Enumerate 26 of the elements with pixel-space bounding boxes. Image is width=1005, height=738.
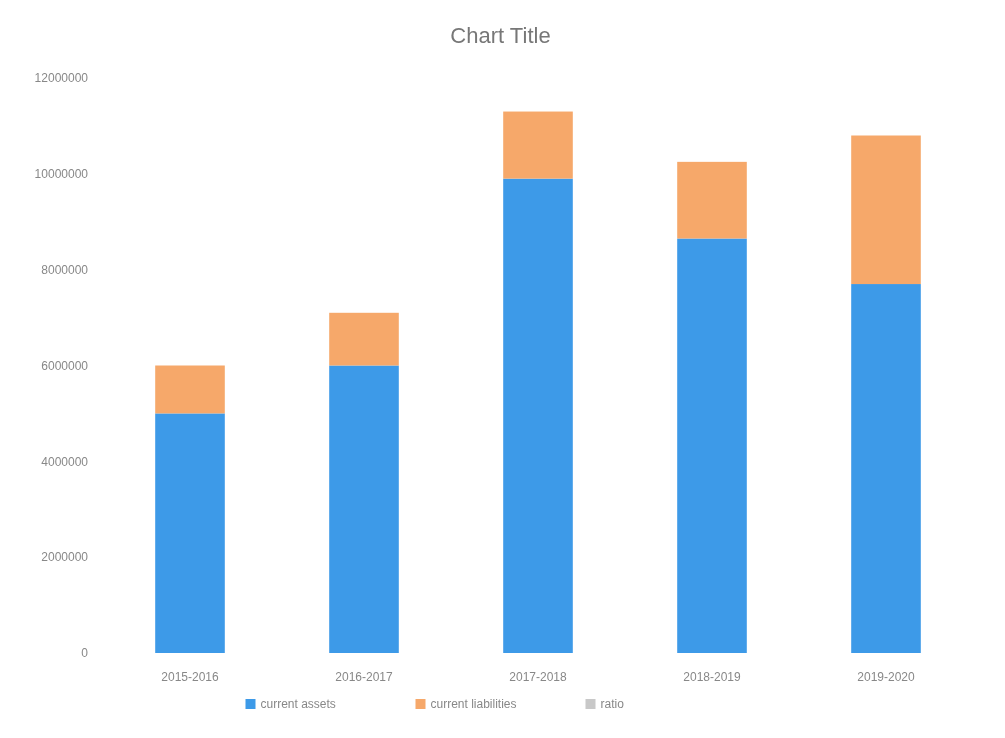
bar xyxy=(503,111,573,179)
bar xyxy=(329,312,399,366)
bar xyxy=(851,284,921,653)
bar xyxy=(329,365,399,653)
x-tick-label: 2015-2016 xyxy=(161,670,220,684)
y-tick-label: 10000000 xyxy=(34,167,89,182)
x-tick-label: 2018-2019 xyxy=(683,670,742,684)
y-tick-label: 8000000 xyxy=(41,262,89,277)
x-tick-label: 2017-2018 xyxy=(509,670,568,684)
legend-label: current assets xyxy=(260,697,336,711)
bar xyxy=(155,365,225,414)
legend-label: current liabilities xyxy=(430,697,517,711)
y-tick-label: 6000000 xyxy=(41,358,89,373)
y-tick-label: 0 xyxy=(81,646,89,661)
x-tick-label: 2016-2017 xyxy=(335,670,394,684)
y-tick-label: 4000000 xyxy=(41,454,89,469)
bar xyxy=(155,413,225,653)
legend-label: ratio xyxy=(600,697,625,711)
bar xyxy=(677,161,747,239)
y-tick-label: 2000000 xyxy=(41,550,89,565)
x-tick-label: 2019-2020 xyxy=(857,670,916,684)
y-tick-label: 12000000 xyxy=(34,71,89,86)
bar xyxy=(677,238,747,653)
bar xyxy=(851,135,921,285)
chart-title: Chart Title xyxy=(450,23,551,48)
bar xyxy=(503,178,573,653)
